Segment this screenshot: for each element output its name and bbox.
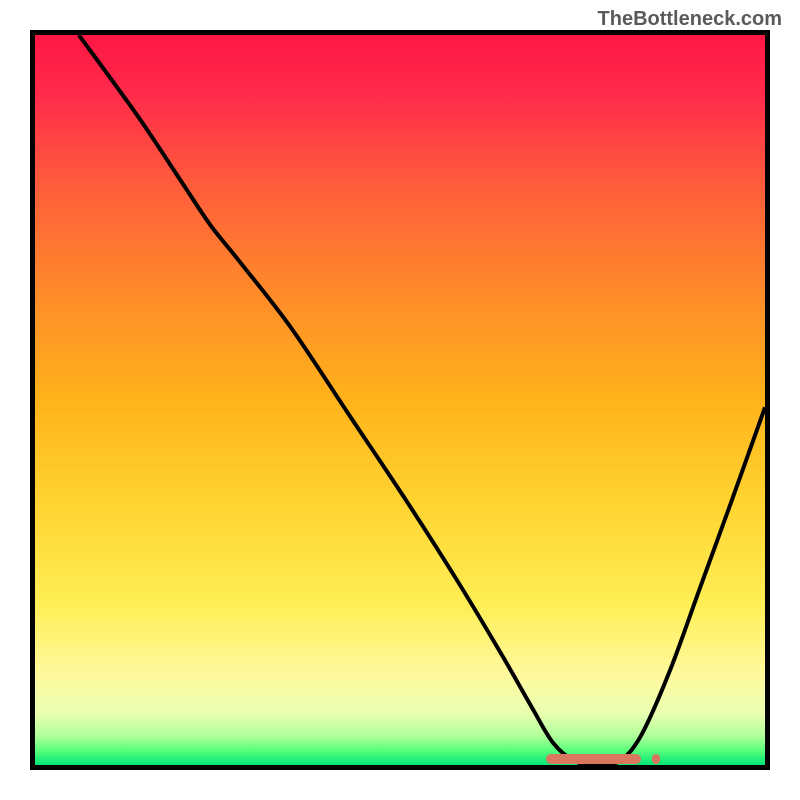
- minimum-marker: [546, 754, 641, 764]
- bottleneck-curve: [35, 35, 765, 765]
- watermark-text: TheBottleneck.com: [598, 8, 782, 31]
- minimum-marker-dot: [652, 754, 660, 764]
- bottleneck-chart: [30, 30, 770, 770]
